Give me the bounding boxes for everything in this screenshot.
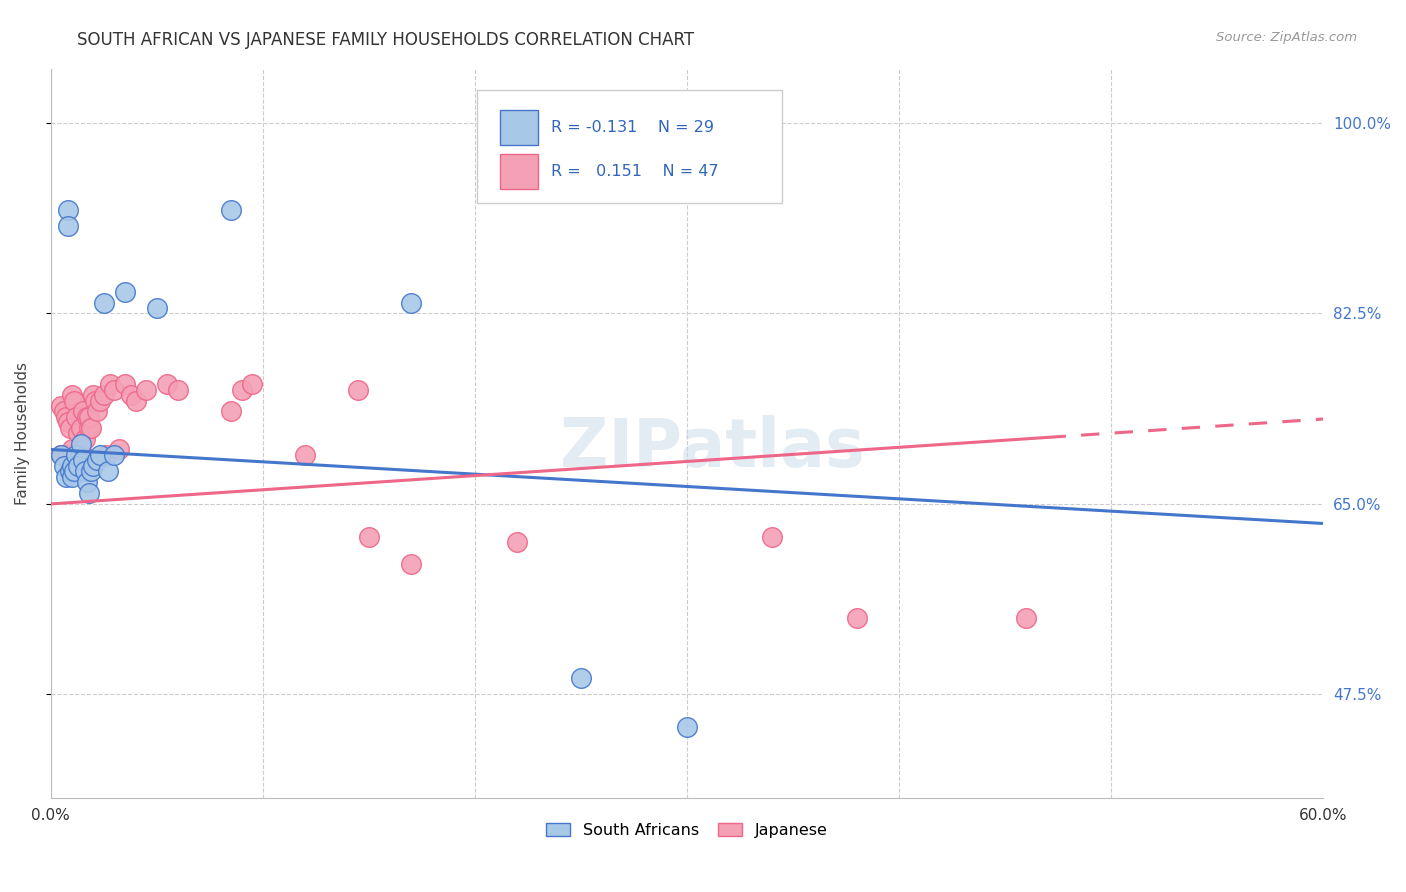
Point (56, 415, 79, 429)
Point (347, 383, 370, 397)
Point (76, 409, 98, 424)
Legend: South Africans, Japanese: South Africans, Japanese (540, 816, 834, 845)
Point (107, 442, 129, 457)
Point (82, 458, 104, 473)
FancyBboxPatch shape (477, 90, 783, 203)
Point (56, 202, 79, 217)
Point (401, 557, 423, 571)
Point (82, 388, 104, 402)
Point (86, 453, 108, 467)
Text: Source: ZipAtlas.com: Source: ZipAtlas.com (1216, 31, 1357, 45)
Text: SOUTH AFRICAN VS JAPANESE FAMILY HOUSEHOLDS CORRELATION CHART: SOUTH AFRICAN VS JAPANESE FAMILY HOUSEHO… (77, 31, 695, 49)
Point (60, 388, 83, 402)
FancyBboxPatch shape (501, 153, 538, 189)
Point (357, 530, 380, 544)
Point (103, 448, 125, 462)
Point (114, 285, 136, 299)
Point (67, 458, 90, 473)
Point (103, 383, 125, 397)
Point (93, 388, 115, 402)
Point (60, 458, 83, 473)
Point (80, 464, 103, 478)
Point (72, 448, 94, 462)
Point (569, 671, 592, 685)
Point (59, 464, 82, 478)
Point (167, 383, 190, 397)
Point (60, 442, 83, 457)
Point (135, 383, 157, 397)
Point (73, 464, 96, 478)
Point (63, 464, 86, 478)
Point (65, 409, 87, 424)
Point (59, 421, 82, 435)
Point (97, 464, 120, 478)
Point (52, 458, 75, 473)
Text: R = -0.131    N = 29: R = -0.131 N = 29 (551, 120, 714, 135)
Point (77, 421, 100, 435)
Point (124, 393, 146, 408)
Point (65, 448, 87, 462)
Point (89, 393, 111, 408)
Point (89, 448, 111, 462)
Point (761, 530, 783, 544)
Point (156, 377, 179, 392)
Point (845, 611, 868, 625)
Point (72, 453, 94, 467)
Point (72, 404, 94, 418)
Point (69, 437, 91, 451)
Point (52, 404, 75, 418)
Point (120, 388, 142, 402)
Point (240, 377, 263, 392)
Point (51, 448, 73, 462)
Point (77, 409, 100, 424)
FancyBboxPatch shape (501, 110, 538, 145)
Point (294, 448, 316, 462)
Point (1015, 611, 1038, 625)
Text: R =   0.151    N = 47: R = 0.151 N = 47 (551, 164, 718, 179)
Point (98, 377, 121, 392)
Point (401, 295, 423, 310)
Point (63, 393, 86, 408)
Point (76, 475, 98, 490)
Point (55, 469, 77, 483)
Text: ZIPatlas: ZIPatlas (560, 415, 865, 481)
Point (506, 535, 529, 549)
Point (69, 421, 91, 435)
Point (114, 377, 136, 392)
Point (51, 399, 73, 413)
Point (73, 432, 96, 446)
Point (93, 295, 115, 310)
Point (219, 202, 242, 217)
Point (94, 448, 117, 462)
Point (60, 469, 83, 483)
Point (80, 421, 103, 435)
Y-axis label: Family Households: Family Households (15, 361, 30, 505)
Point (67, 426, 90, 441)
Point (219, 404, 242, 418)
Point (633, 121, 655, 136)
Point (231, 383, 253, 397)
Point (84, 393, 107, 408)
Point (86, 404, 108, 418)
Point (146, 301, 169, 315)
Point (55, 409, 77, 424)
Point (51, 448, 73, 462)
Point (77, 486, 100, 500)
Point (676, 720, 699, 734)
Point (56, 219, 79, 234)
Point (56, 448, 79, 462)
